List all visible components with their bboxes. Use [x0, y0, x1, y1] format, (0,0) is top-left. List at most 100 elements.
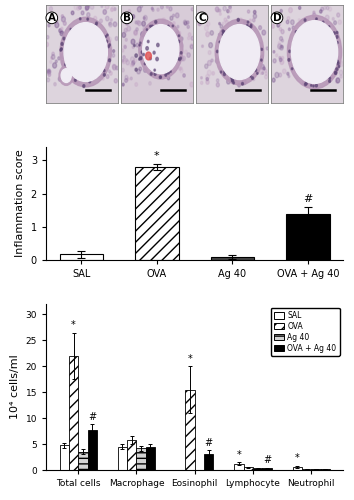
Circle shape: [105, 16, 109, 21]
Circle shape: [247, 10, 250, 13]
Bar: [136, 448, 146, 470]
Circle shape: [320, 10, 322, 13]
Circle shape: [64, 66, 67, 70]
Circle shape: [150, 52, 152, 56]
Circle shape: [109, 22, 111, 26]
Circle shape: [242, 80, 246, 84]
Circle shape: [306, 63, 309, 68]
Circle shape: [152, 9, 154, 12]
Bar: [78, 452, 87, 470]
Circle shape: [68, 28, 71, 32]
Circle shape: [296, 38, 298, 42]
Circle shape: [62, 60, 65, 66]
Text: B: B: [123, 13, 131, 23]
Circle shape: [97, 31, 99, 34]
Circle shape: [137, 20, 139, 24]
Circle shape: [167, 25, 169, 28]
Circle shape: [152, 62, 156, 66]
Circle shape: [122, 60, 124, 62]
Circle shape: [180, 68, 183, 73]
Circle shape: [85, 8, 87, 10]
Circle shape: [292, 53, 294, 56]
Circle shape: [229, 43, 232, 46]
Legend: SAL, OVA, Ag 40, OVA + Ag 40: SAL, OVA, Ag 40, OVA + Ag 40: [270, 308, 339, 356]
Circle shape: [287, 16, 290, 20]
Circle shape: [134, 31, 137, 35]
Circle shape: [273, 59, 276, 63]
Circle shape: [278, 22, 281, 25]
Circle shape: [250, 40, 253, 44]
Circle shape: [232, 80, 233, 82]
Circle shape: [155, 46, 157, 50]
Text: #: #: [303, 194, 313, 204]
Circle shape: [303, 64, 306, 68]
Circle shape: [212, 72, 215, 75]
Circle shape: [265, 69, 267, 72]
Circle shape: [124, 46, 126, 48]
Circle shape: [90, 37, 93, 42]
Circle shape: [191, 36, 194, 40]
Circle shape: [48, 70, 50, 73]
Circle shape: [149, 82, 151, 85]
Circle shape: [238, 84, 240, 87]
Text: *: *: [71, 320, 76, 330]
Circle shape: [135, 82, 138, 86]
Circle shape: [315, 84, 318, 87]
Circle shape: [156, 44, 159, 46]
Circle shape: [247, 21, 249, 23]
Bar: [69, 356, 78, 470]
Circle shape: [251, 68, 254, 72]
Circle shape: [337, 42, 338, 43]
Circle shape: [139, 44, 140, 46]
Circle shape: [121, 68, 124, 72]
Circle shape: [323, 76, 326, 79]
Circle shape: [86, 70, 89, 75]
Circle shape: [243, 34, 246, 38]
Circle shape: [58, 56, 60, 60]
Circle shape: [122, 83, 124, 86]
Bar: [320, 469, 330, 470]
Circle shape: [166, 42, 170, 48]
Circle shape: [252, 18, 255, 22]
Circle shape: [113, 50, 115, 52]
Circle shape: [101, 34, 103, 37]
Circle shape: [333, 70, 337, 74]
Circle shape: [315, 38, 318, 41]
Circle shape: [61, 42, 63, 45]
Circle shape: [313, 14, 316, 18]
Circle shape: [162, 18, 166, 23]
Circle shape: [332, 48, 335, 52]
Circle shape: [62, 16, 65, 22]
Circle shape: [279, 56, 281, 59]
Text: #: #: [88, 412, 96, 422]
Circle shape: [124, 44, 126, 48]
Circle shape: [280, 46, 283, 50]
Circle shape: [206, 74, 210, 80]
Circle shape: [298, 6, 301, 10]
Circle shape: [265, 75, 268, 79]
Circle shape: [141, 34, 143, 36]
Circle shape: [251, 24, 252, 26]
Circle shape: [305, 32, 307, 34]
Circle shape: [190, 44, 193, 48]
Circle shape: [178, 58, 179, 60]
Circle shape: [48, 24, 50, 27]
Circle shape: [103, 10, 107, 14]
Circle shape: [216, 50, 218, 52]
Circle shape: [153, 51, 155, 54]
Circle shape: [291, 62, 295, 67]
Circle shape: [156, 24, 160, 30]
Circle shape: [113, 64, 115, 68]
Bar: [135, 167, 179, 260]
Circle shape: [333, 21, 337, 24]
Circle shape: [226, 40, 229, 44]
Bar: [204, 454, 213, 470]
Circle shape: [143, 68, 147, 72]
Circle shape: [64, 63, 68, 68]
Circle shape: [210, 30, 213, 35]
Circle shape: [168, 61, 171, 66]
Bar: [253, 468, 262, 470]
Circle shape: [101, 5, 103, 8]
Circle shape: [219, 22, 221, 25]
Circle shape: [247, 43, 250, 46]
